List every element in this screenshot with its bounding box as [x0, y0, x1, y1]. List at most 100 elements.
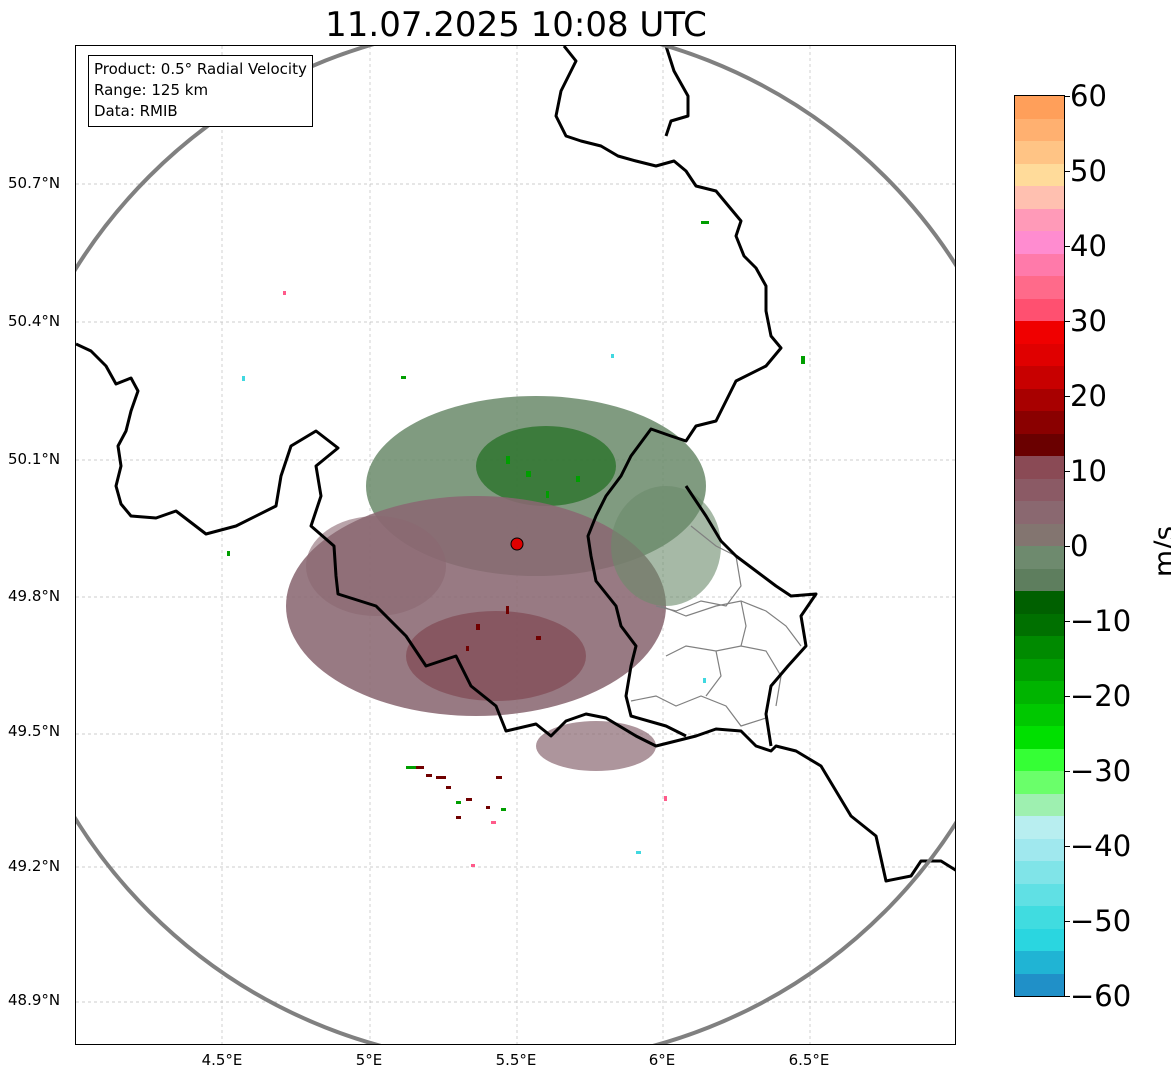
colorbar-unit-label: m/s: [1147, 525, 1171, 578]
colorbar-tick: [1064, 96, 1070, 97]
lat-label: 50.1°N: [8, 450, 61, 468]
colorbar-tick: [1064, 621, 1070, 622]
colorbar-segment: [1015, 276, 1064, 299]
colorbar-tick: [1064, 171, 1070, 172]
colorbar-segment: [1015, 163, 1064, 186]
map-canvas: [76, 46, 955, 1044]
colorbar-segment: [1015, 186, 1064, 209]
echo-outbound-east: [611, 486, 721, 606]
colorbar-segment: [1015, 636, 1064, 659]
colorbar-segment: [1015, 771, 1064, 794]
colorbar-segment: [1015, 96, 1064, 119]
colorbar-tick-label: −30: [1070, 754, 1132, 788]
lat-label: 48.9°N: [8, 991, 61, 1009]
colorbar-segment: [1015, 973, 1064, 996]
lat-label: 49.8°N: [8, 587, 61, 605]
echo-inbound-west: [306, 516, 446, 616]
colorbar-segment: [1015, 388, 1064, 411]
colorbar-segment: [1015, 838, 1064, 861]
colorbar-segment: [1015, 591, 1064, 614]
colorbar-tick: [1064, 396, 1070, 397]
colorbar-segment: [1015, 208, 1064, 231]
colorbar-tick: [1064, 846, 1070, 847]
colorbar-segment: [1015, 118, 1064, 141]
colorbar-tick-label: 0: [1070, 529, 1089, 563]
colorbar-segment: [1015, 456, 1064, 479]
colorbar-tick: [1064, 921, 1070, 922]
colorbar-segment: [1015, 231, 1064, 254]
colorbar-tick-label: 50: [1070, 154, 1107, 188]
colorbar-segment: [1015, 748, 1064, 771]
colorbar-segment: [1015, 411, 1064, 434]
lon-label: 6°E: [648, 1051, 676, 1069]
radar-echoes: [227, 221, 805, 867]
echo-speckles-cyan: [242, 354, 706, 854]
colorbar-tick-label: 20: [1070, 379, 1107, 413]
colorbar-segment: [1015, 726, 1064, 749]
border-lux-east: [684, 485, 818, 747]
colorbar-segment: [1015, 568, 1064, 591]
product-info-box: Product: 0.5° Radial Velocity Range: 125…: [88, 55, 313, 127]
colorbar-segment: [1015, 613, 1064, 636]
colorbar-tick: [1064, 321, 1070, 322]
colorbar-segment: [1015, 501, 1064, 524]
colorbar-segment: [1015, 523, 1064, 546]
colorbar-segment: [1015, 951, 1064, 974]
colorbar-segment: [1015, 253, 1064, 276]
lon-label: 6.5°E: [788, 1051, 830, 1069]
colorbar-tick-label: 60: [1070, 79, 1107, 113]
colorbar-segment: [1015, 793, 1064, 816]
colorbar-segment: [1015, 906, 1064, 929]
product-label: Product: 0.5° Radial Velocity: [94, 60, 307, 78]
colorbar-tick-label: −20: [1070, 679, 1132, 713]
colorbar-tick-label: 40: [1070, 229, 1107, 263]
colorbar-tick: [1064, 771, 1070, 772]
lon-label: 5°E: [355, 1051, 383, 1069]
colorbar-tick: [1064, 471, 1070, 472]
colorbar-tick: [1064, 996, 1070, 997]
colorbar-tick-label: 10: [1070, 454, 1107, 488]
lon-label: 4.5°E: [201, 1051, 243, 1069]
colorbar-segment: [1015, 343, 1064, 366]
lat-label: 50.7°N: [8, 174, 61, 192]
colorbar-segment: [1015, 321, 1064, 344]
echo-speckles-green: [227, 221, 805, 811]
echo-speckles-pink: [283, 291, 667, 867]
radar-site-marker: [510, 537, 524, 551]
colorbar-tick-label: −60: [1070, 979, 1132, 1013]
colorbar-tick-label: −10: [1070, 604, 1132, 638]
colorbar-segment: [1015, 366, 1064, 389]
colorbar-segment: [1015, 658, 1064, 681]
range-label: Range: 125 km: [94, 81, 209, 99]
colorbar-segment: [1015, 928, 1064, 951]
colorbar-segment: [1015, 433, 1064, 456]
colorbar-tick-label: −50: [1070, 904, 1132, 938]
colorbar-tick-label: −40: [1070, 829, 1132, 863]
colorbar-segment: [1015, 703, 1064, 726]
colorbar-tick-label: 30: [1070, 304, 1107, 338]
radar-map: Product: 0.5° Radial Velocity Range: 125…: [75, 45, 956, 1045]
border-north: [76, 342, 955, 883]
colorbar-segment: [1015, 681, 1064, 704]
lat-label: 49.5°N: [8, 722, 61, 740]
colorbar-segment: [1015, 298, 1064, 321]
border-east: [554, 46, 783, 738]
echo-inbound-south: [536, 721, 656, 771]
colorbar-segment: [1015, 816, 1064, 839]
echo-strong-inbound: [406, 611, 586, 701]
colorbar-segment: [1015, 861, 1064, 884]
echo-strong-outbound: [476, 426, 616, 506]
colorbar-tick: [1064, 246, 1070, 247]
lat-label: 49.2°N: [8, 857, 61, 875]
colorbar-segment: [1015, 141, 1064, 164]
data-source-label: Data: RMIB: [94, 102, 178, 120]
lon-label: 5.5°E: [495, 1051, 537, 1069]
colorbar-segment: [1015, 546, 1064, 569]
colorbar: [1014, 95, 1065, 997]
colorbar-segment: [1015, 478, 1064, 501]
colorbar-tick: [1064, 546, 1070, 547]
colorbar-tick: [1064, 696, 1070, 697]
chart-title: 11.07.2025 10:08 UTC: [325, 5, 707, 45]
colorbar-segment: [1015, 883, 1064, 906]
border-top-right: [664, 46, 690, 137]
